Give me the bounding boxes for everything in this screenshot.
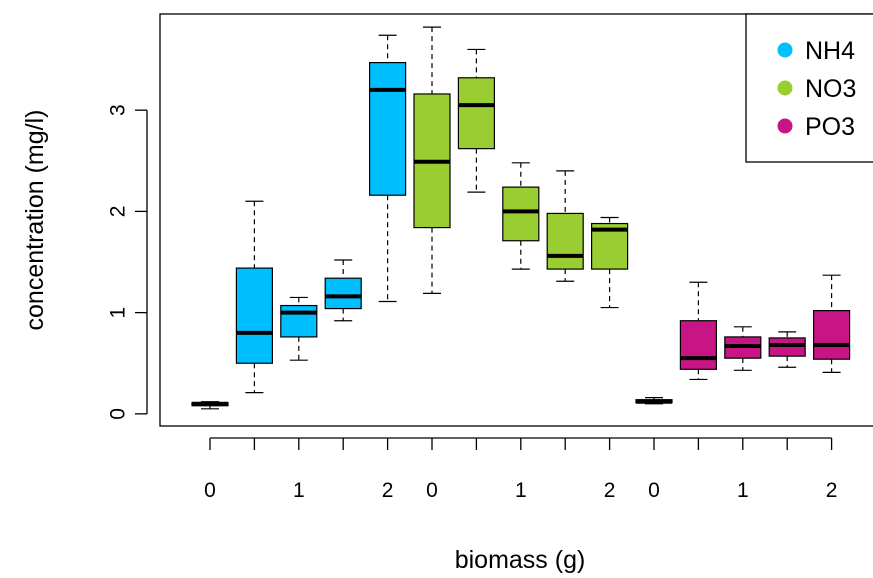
box-no3 <box>413 26 451 294</box>
box-po3 <box>679 281 718 381</box>
box-body <box>679 320 718 370</box>
box-po3 <box>724 326 762 371</box>
x-tick-label: 0 <box>426 479 438 502</box>
y-tick-label: 3 <box>106 104 129 116</box>
plot-frame <box>159 13 873 427</box>
legend-label-po3: PO3 <box>805 113 855 141</box>
box-no3 <box>546 170 584 282</box>
box-no3 <box>457 48 495 193</box>
x-axis: 0 1 2 0 1 2 0 1 2 <box>204 437 838 502</box>
legend: NH4 NO3 PO3 <box>745 13 873 163</box>
x-tick-label: 1 <box>293 479 305 502</box>
box-body <box>546 212 584 270</box>
box-body <box>457 77 495 150</box>
box-body <box>369 61 407 196</box>
box-no3 <box>590 216 629 309</box>
x-tick-label: 1 <box>737 479 749 502</box>
x-tick-label: 2 <box>382 479 394 502</box>
x-tick-label: 0 <box>204 479 216 502</box>
legend-box <box>745 13 873 163</box>
box-body <box>502 186 540 242</box>
legend-label-nh4: NH4 <box>805 37 855 65</box>
box-nh4 <box>235 200 273 394</box>
box-body <box>768 337 806 357</box>
box-po3 <box>768 331 806 368</box>
box-nh4 <box>369 34 407 303</box>
box-nh4 <box>280 296 318 361</box>
box-body <box>324 277 362 310</box>
box-po3 <box>812 274 851 373</box>
boxes <box>191 26 851 410</box>
box-body <box>280 304 318 338</box>
x-tick-label: 2 <box>826 479 838 502</box>
legend-label-no3: NO3 <box>805 75 856 103</box>
y-tick-label: 2 <box>106 206 129 218</box>
box-nh4 <box>191 401 229 410</box>
legend-marker-no3 <box>777 80 793 96</box>
box-nh4 <box>324 259 362 322</box>
y-tick-label: 1 <box>106 307 129 319</box>
legend-marker-nh4 <box>777 42 793 58</box>
box-body <box>812 309 851 360</box>
x-axis-label: biomass (g) <box>455 546 586 574</box>
x-tick-label: 1 <box>515 479 527 502</box>
y-axis-label: concentration (mg/l) <box>21 110 49 331</box>
y-axis: 0 1 2 3 <box>106 104 148 420</box>
x-tick-label: 0 <box>648 479 660 502</box>
box-body <box>235 267 273 364</box>
box-no3 <box>502 162 540 270</box>
x-tick-label: 2 <box>604 479 616 502</box>
box-po3 <box>635 397 673 405</box>
legend-marker-po3 <box>777 118 793 134</box>
y-tick-label: 0 <box>106 408 129 420</box>
